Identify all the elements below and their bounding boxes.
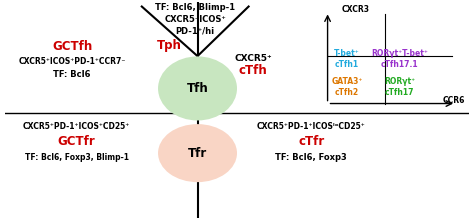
Text: CXCR5⁺PD-1⁺ICOS⁺CD25⁺: CXCR5⁺PD-1⁺ICOS⁺CD25⁺ xyxy=(23,122,130,131)
Text: cTfh: cTfh xyxy=(239,64,268,77)
Text: CCR6: CCR6 xyxy=(442,96,465,105)
Text: CXCR5⁺PD-1⁺ICOSᴵᵒCD25⁺: CXCR5⁺PD-1⁺ICOSᴵᵒCD25⁺ xyxy=(257,122,366,131)
Ellipse shape xyxy=(158,56,237,121)
Text: GATA3⁺
cTfh2: GATA3⁺ cTfh2 xyxy=(331,77,363,97)
Text: TF: Bcl6: TF: Bcl6 xyxy=(54,70,91,79)
Text: Tfh: Tfh xyxy=(187,82,209,95)
Text: Tfr: Tfr xyxy=(188,147,207,160)
Text: cTfr: cTfr xyxy=(298,135,324,148)
Text: TF: Bcl6, Foxp3, Blimp-1: TF: Bcl6, Foxp3, Blimp-1 xyxy=(25,153,129,162)
Ellipse shape xyxy=(158,124,237,182)
Text: TF: Bcl6, Foxp3: TF: Bcl6, Foxp3 xyxy=(275,153,347,162)
Text: RORγt⁺T-bet⁺
cTfh17.1: RORγt⁺T-bet⁺ cTfh17.1 xyxy=(371,49,428,69)
Text: T-bet⁺
cTfh1: T-bet⁺ cTfh1 xyxy=(334,49,360,69)
Text: CXCR3: CXCR3 xyxy=(341,6,369,15)
Text: CXCR5⁻ICOS⁺: CXCR5⁻ICOS⁺ xyxy=(164,15,226,24)
Text: TF: Bcl6, Blimp-1: TF: Bcl6, Blimp-1 xyxy=(155,3,235,12)
Text: CXCR5⁺: CXCR5⁺ xyxy=(235,54,272,63)
Text: PD-1⁺/hi: PD-1⁺/hi xyxy=(176,26,215,35)
Text: RORγt⁺
cTfh17: RORγt⁺ cTfh17 xyxy=(384,77,415,97)
Text: GCTfh: GCTfh xyxy=(52,40,92,53)
Text: Tph: Tph xyxy=(157,39,182,52)
Text: CXCR5⁺ICOS⁺PD-1⁺CCR7⁻: CXCR5⁺ICOS⁺PD-1⁺CCR7⁻ xyxy=(18,57,126,66)
Text: GCTfr: GCTfr xyxy=(58,135,96,148)
